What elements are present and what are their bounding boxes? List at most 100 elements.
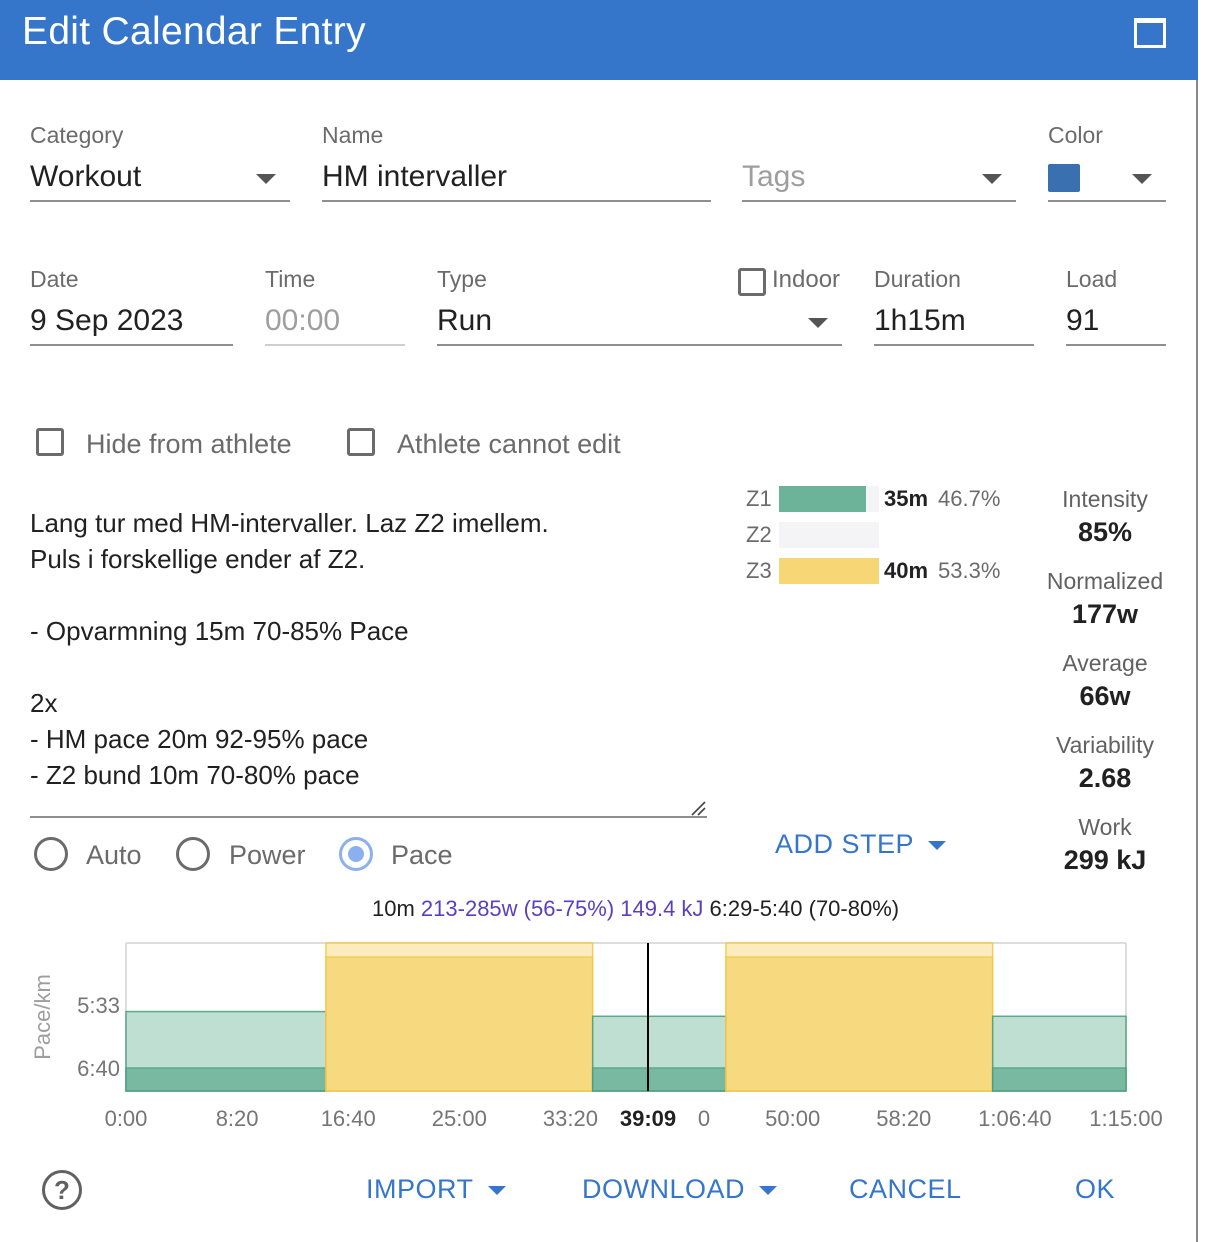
athlete-cannot-edit-checkbox[interactable]	[347, 428, 375, 456]
stat-normalized: Normalized 177w	[1046, 568, 1164, 629]
import-button[interactable]: IMPORT	[366, 1174, 506, 1205]
tags-select[interactable]: Tags	[742, 122, 1016, 212]
stat-variability: Variability 2.68	[1056, 732, 1154, 793]
download-button[interactable]: DOWNLOAD	[582, 1174, 778, 1205]
chart-x-tick-label: 1:06:40	[978, 1106, 1051, 1131]
title-bar: Edit Calendar Entry	[0, 0, 1198, 80]
resize-handle-icon[interactable]	[690, 800, 706, 816]
zone-time: 35m	[884, 486, 929, 511]
indoor-checkbox[interactable]	[738, 268, 766, 296]
time-value: 00:00	[265, 304, 341, 337]
auto-radio[interactable]	[34, 837, 68, 871]
step-power: 213-285w (56-75%) 149.4 kJ	[420, 896, 704, 921]
workout-step-block	[991, 1067, 1127, 1092]
zone-label: Z1	[746, 486, 772, 511]
workout-step-range	[125, 1010, 327, 1092]
ok-button[interactable]: OK	[1075, 1174, 1116, 1204]
load-label: Load	[1066, 266, 1118, 292]
zone-label: Z3	[746, 558, 772, 583]
chart-x-tick-label: 50:00	[765, 1106, 820, 1131]
type-label: Type	[437, 266, 487, 292]
cancel-button[interactable]: CANCEL	[849, 1174, 962, 1204]
stat-average: Average 66w	[1062, 650, 1148, 711]
workout-step-range	[325, 942, 594, 1092]
hide-from-athlete-label: Hide from athlete	[86, 429, 292, 459]
zone-bar-fill	[779, 486, 866, 512]
category-select[interactable]: Category Workout	[30, 122, 290, 212]
workout-step-range	[991, 1015, 1127, 1092]
category-value: Workout	[30, 160, 142, 193]
step-info: 10m 213-285w (56-75%) 149.4 kJ 6:29-5:40…	[372, 896, 899, 922]
power-radio-label: Power	[229, 840, 306, 870]
step-duration: 10m	[372, 896, 415, 921]
chevron-down-icon	[928, 841, 947, 851]
date-label: Date	[30, 266, 79, 292]
chart-x-tick-label: 58:20	[876, 1106, 931, 1131]
chevron-down-icon	[759, 1186, 778, 1196]
color-label: Color	[1048, 122, 1103, 148]
chart-x-tick-label: 1:15:00	[1089, 1106, 1162, 1131]
duration-value: 1h15m	[874, 304, 966, 337]
type-value: Run	[437, 304, 493, 337]
load-value: 91	[1066, 304, 1100, 337]
chevron-down-icon	[982, 174, 1002, 184]
zone-label: Z2	[746, 522, 772, 547]
stat-intensity: Intensity 85%	[1062, 486, 1148, 547]
type-select[interactable]: Type Run	[437, 266, 842, 356]
name-label: Name	[322, 122, 384, 148]
workout-step-block	[325, 956, 594, 1092]
date-field[interactable]: Date 9 Sep 2023	[30, 266, 233, 356]
zone-percent: 53.3%	[938, 558, 1001, 583]
time-field[interactable]: Time 00:00	[265, 266, 405, 356]
description-textarea[interactable]: Lang tur med HM-intervaller. Laz Z2 imel…	[30, 508, 549, 790]
color-picker[interactable]: Color	[1048, 122, 1166, 212]
stat-work: Work 299 kJ	[1063, 814, 1147, 875]
maximize-icon[interactable]	[1134, 18, 1166, 48]
chevron-down-icon	[487, 1186, 506, 1196]
pace-radio-label: Pace	[391, 840, 453, 870]
zone-bar-fill	[779, 558, 879, 584]
zone-bar-track	[779, 522, 879, 548]
chart-x-tick-label: 8:20	[216, 1106, 259, 1131]
tags-placeholder: Tags	[742, 160, 806, 193]
chart-y-axis-label: Pace/km	[30, 974, 55, 1060]
add-step-button[interactable]: ADD STEP	[775, 829, 947, 860]
chart-x-tick-label: 0:00	[105, 1106, 148, 1131]
duration-label: Duration	[874, 266, 961, 292]
help-icon[interactable]: ?	[42, 1170, 82, 1210]
category-label: Category	[30, 122, 124, 148]
hide-from-athlete-checkbox[interactable]	[36, 428, 64, 456]
dialog-title: Edit Calendar Entry	[22, 10, 366, 53]
load-field[interactable]: Load 91	[1066, 266, 1166, 356]
workout-step-block	[591, 1067, 727, 1092]
chart-x-tick-label: 0	[698, 1106, 710, 1131]
chart-x-tick-label: 25:00	[432, 1106, 487, 1131]
step-pace: 6:29-5:40 (70-80%)	[709, 896, 900, 921]
workout-step-block	[725, 956, 994, 1092]
indoor-label: Indoor	[772, 266, 841, 293]
chevron-down-icon	[256, 174, 276, 184]
zone-percent: 46.7%	[938, 486, 1001, 511]
color-swatch	[1048, 164, 1080, 192]
workout-step-block	[125, 1067, 327, 1092]
zone-bar-track	[779, 558, 879, 584]
name-value: HM intervaller	[322, 160, 508, 193]
workout-step-range	[725, 942, 994, 1092]
time-label: Time	[265, 266, 316, 292]
auto-radio-label: Auto	[86, 840, 142, 870]
pace-radio[interactable]	[339, 837, 373, 871]
zone-bar-track	[779, 486, 879, 512]
name-field[interactable]: Name HM intervaller	[322, 122, 711, 212]
chart-y-tick-label: 5:33	[77, 993, 120, 1018]
athlete-cannot-edit-label: Athlete cannot edit	[397, 429, 621, 459]
chevron-down-icon	[1132, 174, 1152, 184]
chart-cursor-label-bg	[614, 1102, 682, 1132]
zone-time: 40m	[884, 558, 929, 583]
power-radio[interactable]	[176, 837, 210, 871]
chart-x-tick-label: 33:20	[543, 1106, 598, 1131]
chart-x-tick-label: 16:40	[321, 1106, 376, 1131]
date-value: 9 Sep 2023	[30, 304, 184, 337]
workout-step-range	[591, 1015, 727, 1092]
duration-field[interactable]: Duration 1h15m	[874, 266, 1034, 356]
